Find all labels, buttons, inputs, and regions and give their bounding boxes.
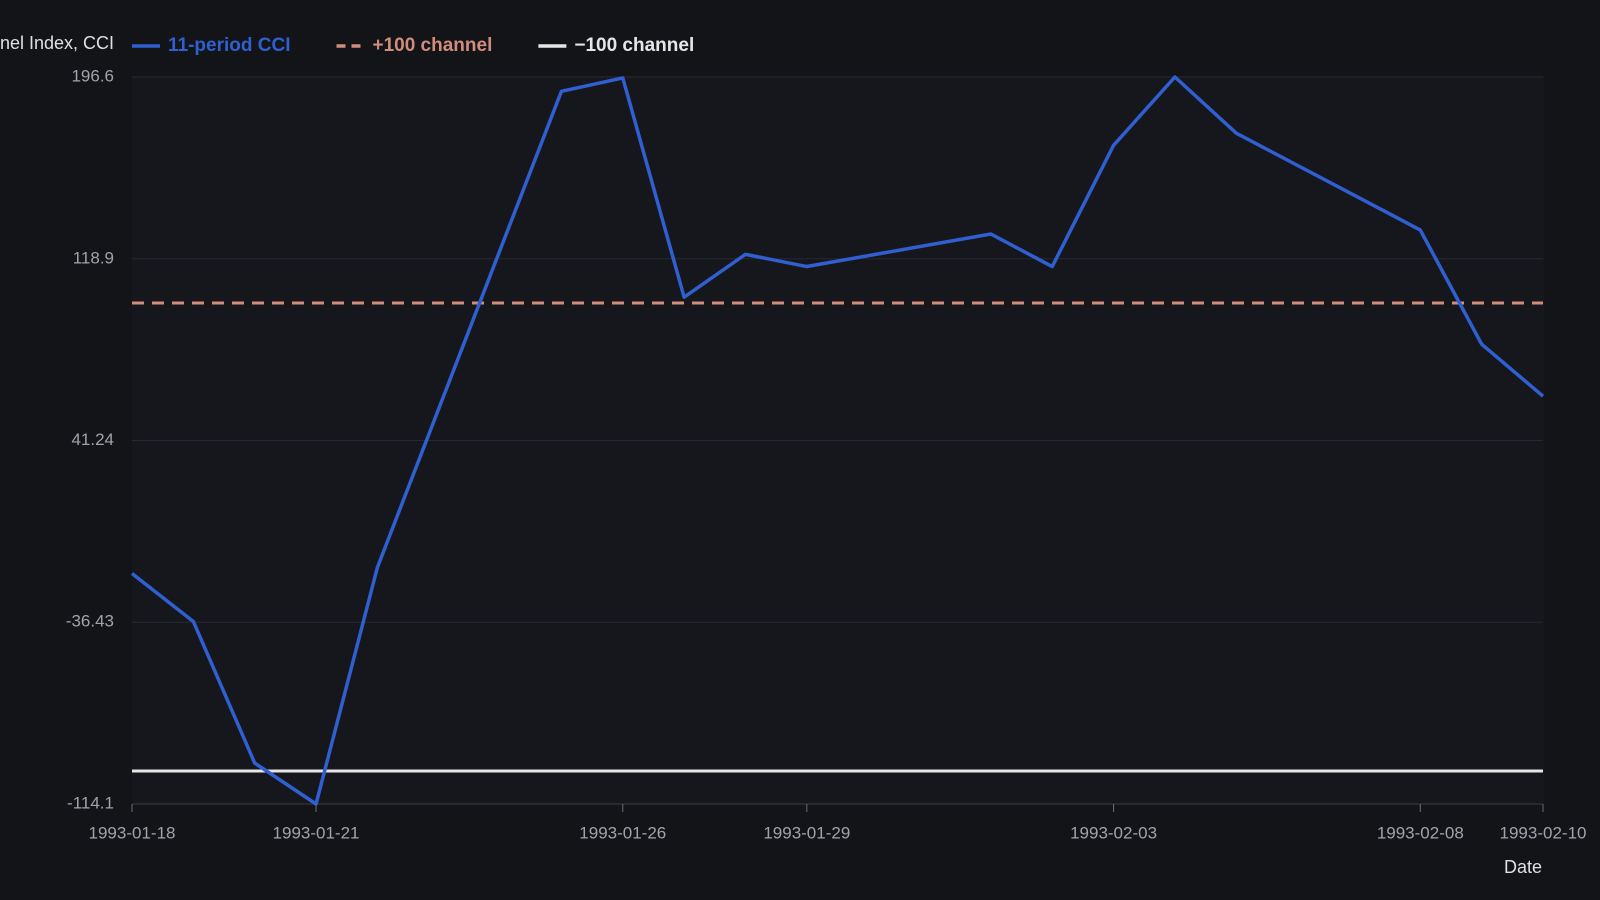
y-tick-label: 41.24 [71, 430, 114, 449]
y-tick-label: 118.9 [73, 248, 114, 267]
x-tick-label: 1993-01-18 [89, 823, 176, 842]
y-tick-label: -114.1 [67, 793, 114, 812]
legend-text: −100 channel [574, 35, 694, 56]
series-line [130, 75, 1545, 806]
x-tick-label: 1993-02-10 [1500, 823, 1587, 842]
y-tick-label: 196.6 [71, 66, 114, 85]
x-axis-label: Date [1504, 857, 1542, 877]
y-tick-label: -36.43 [66, 612, 114, 631]
x-tick-label: 1993-01-29 [763, 823, 850, 842]
y-axis-label: Commodity Channel Index, CCI [0, 33, 114, 53]
legend-text: +100 channel [372, 35, 492, 56]
legend-text: 11-period CCI [168, 35, 290, 56]
x-tick-label: 1993-02-08 [1377, 823, 1464, 842]
x-tick-label: 1993-01-26 [579, 823, 666, 842]
x-tick-label: 1993-02-03 [1070, 823, 1157, 842]
x-tick-label: 1993-01-21 [273, 823, 360, 842]
plot-area [132, 76, 1544, 804]
